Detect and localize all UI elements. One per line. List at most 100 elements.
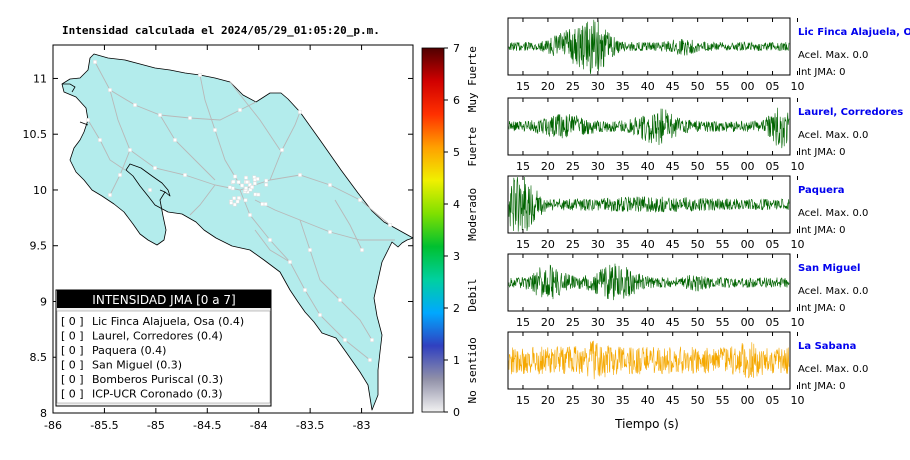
station-marker	[153, 166, 157, 170]
map-x-tick-label: -83	[353, 419, 371, 432]
station-marker	[368, 358, 372, 362]
seismogram-tick-label: 20	[541, 80, 555, 93]
seismogram-tick-label: 35	[616, 160, 630, 173]
station-marker	[158, 113, 162, 117]
colorbar-tick-label: 0	[453, 406, 460, 419]
seismogram-tick-label: 10	[790, 80, 804, 93]
station-marker	[108, 88, 112, 92]
seismogram-tick-label: 00	[741, 80, 755, 93]
station-marker	[238, 108, 242, 112]
colorbar-band-label: Moderado	[466, 188, 479, 241]
map-x-axis: -86 -85.5 -85 -84.5 -84 -83.5 -83	[44, 45, 371, 432]
seismogram-tick-label: 30	[591, 238, 605, 251]
colorbar-tick-label: 5	[453, 146, 460, 159]
seismogram-tick-label: 20	[541, 316, 555, 329]
station-marker	[328, 183, 332, 187]
station-marker	[232, 196, 236, 201]
station-marker	[303, 288, 307, 292]
station-marker	[268, 238, 272, 242]
colorbar-tick-label: 7	[453, 42, 460, 55]
seismogram-tick-label: 40	[641, 238, 655, 251]
seismogram-tick-label: 20	[541, 238, 555, 251]
station-name: Lic Finca Alajuela, Osa	[798, 27, 910, 38]
map-x-tick-label: -85.5	[90, 419, 118, 432]
station-marker	[298, 173, 302, 177]
seismogram-tick-label: 35	[616, 394, 630, 407]
station-marker	[260, 202, 265, 206]
legend-list: [ 0 ] Lic Finca Alajuela, Osa (0.4) [ 0 ] L…	[61, 315, 244, 401]
legend-title: INTENSIDAD JMA [0 a 7]	[92, 293, 235, 307]
station-marker	[213, 128, 217, 132]
station-marker	[233, 174, 237, 179]
station-marker	[370, 338, 374, 342]
seismogram-tick-label: 00	[741, 160, 755, 173]
station-marker	[188, 116, 192, 120]
seismogram-tick-label: 15	[516, 160, 530, 173]
legend-item-label: San Miguel (0.3)	[92, 359, 182, 372]
seismogram-tick-label: 15	[516, 238, 530, 251]
station-accel: Acel. Max. 0.0	[798, 130, 868, 141]
station-marker	[244, 175, 248, 180]
legend-item-label: Bomberos Puriscal (0.3)	[92, 373, 223, 386]
station-marker	[108, 193, 112, 197]
colorbar-bands: Muy Fuerte Fuerte Moderado Debil No sentido	[466, 46, 479, 403]
map-y-tick-label: 9	[40, 295, 47, 308]
station-marker	[86, 118, 90, 122]
station-marker	[253, 192, 258, 197]
station-marker	[173, 138, 177, 142]
map-y-axis: 11 10.5 10 9.5 9 8.5 8	[23, 72, 413, 420]
map-x-tick-label: -84.5	[193, 419, 221, 432]
station-marker	[255, 177, 260, 181]
station-jma: Int JMA: 0	[798, 67, 846, 78]
station-marker	[308, 248, 312, 252]
station-marker	[231, 179, 236, 184]
seismogram-tick-label: 50	[691, 80, 705, 93]
map-x-tick-label: -86	[44, 419, 62, 432]
seismogram-tick-label: 40	[641, 80, 655, 93]
station-marker	[338, 298, 342, 302]
seismogram-tick-label: 15	[516, 316, 530, 329]
station-marker	[228, 185, 232, 190]
seismogram-tick-label: 00	[741, 238, 755, 251]
legend-item-label: ICP-UCR Coronado (0.3)	[92, 388, 223, 401]
station-jma: Int JMA: 0	[798, 381, 846, 392]
station-marker	[98, 138, 102, 142]
station-marker	[235, 199, 240, 204]
legend-header	[57, 290, 271, 308]
legend-item-badge: [ 0 ]	[61, 330, 84, 343]
seismogram-tick-label: 10	[790, 316, 804, 329]
seismogram-trace	[508, 176, 790, 232]
station-marker	[232, 202, 237, 207]
colorbar-tick-label: 2	[453, 302, 460, 315]
station-name: Laurel, Corredores	[798, 107, 903, 118]
station-marker	[328, 230, 332, 234]
seismogram-trace	[508, 340, 790, 380]
seismogram-tick-label: 45	[666, 394, 680, 407]
seismogram-tick-label: 10	[790, 394, 804, 407]
seismogram-panel: 15 20 25 30 35 40 45 50 55 00 05 10 La Sabana Acel. M…	[507, 331, 868, 407]
station-marker	[360, 248, 364, 252]
seismogram-tick-label: 25	[566, 238, 580, 251]
seismogram-tick-label: 35	[616, 80, 630, 93]
colorbar-band-label: Debil	[466, 278, 479, 311]
station-marker	[256, 192, 261, 197]
colorbar-tick-label: 4	[453, 198, 460, 211]
seismogram-tick-label: 05	[766, 238, 780, 251]
seismogram-tick-label: 55	[716, 316, 730, 329]
colorbar-tick-label: 6	[453, 94, 460, 107]
seismogram-panels: 15 20 25 30 35 40 45 50 55 00 05 10 Lic Finca Alajue…	[507, 17, 910, 407]
station-marker	[248, 183, 252, 187]
station-marker	[298, 110, 302, 114]
map-y-tick-label: 9.5	[30, 240, 48, 253]
seismogram-tick-label: 25	[566, 80, 580, 93]
station-marker	[264, 182, 269, 187]
seismogram-tick-label: 10	[790, 238, 804, 251]
station-accel: Acel. Max. 0.0	[798, 286, 868, 297]
station-jma: Int JMA: 0	[798, 303, 846, 314]
station-marker	[198, 73, 202, 77]
seismogram-tick-label: 45	[666, 316, 680, 329]
seismogram-tick-label: 05	[766, 160, 780, 173]
seismogram-tick-label: 20	[541, 160, 555, 173]
intensity-legend: INTENSIDAD JMA [0 a 7] [ 0 ] Lic Finca Al…	[55, 289, 272, 407]
